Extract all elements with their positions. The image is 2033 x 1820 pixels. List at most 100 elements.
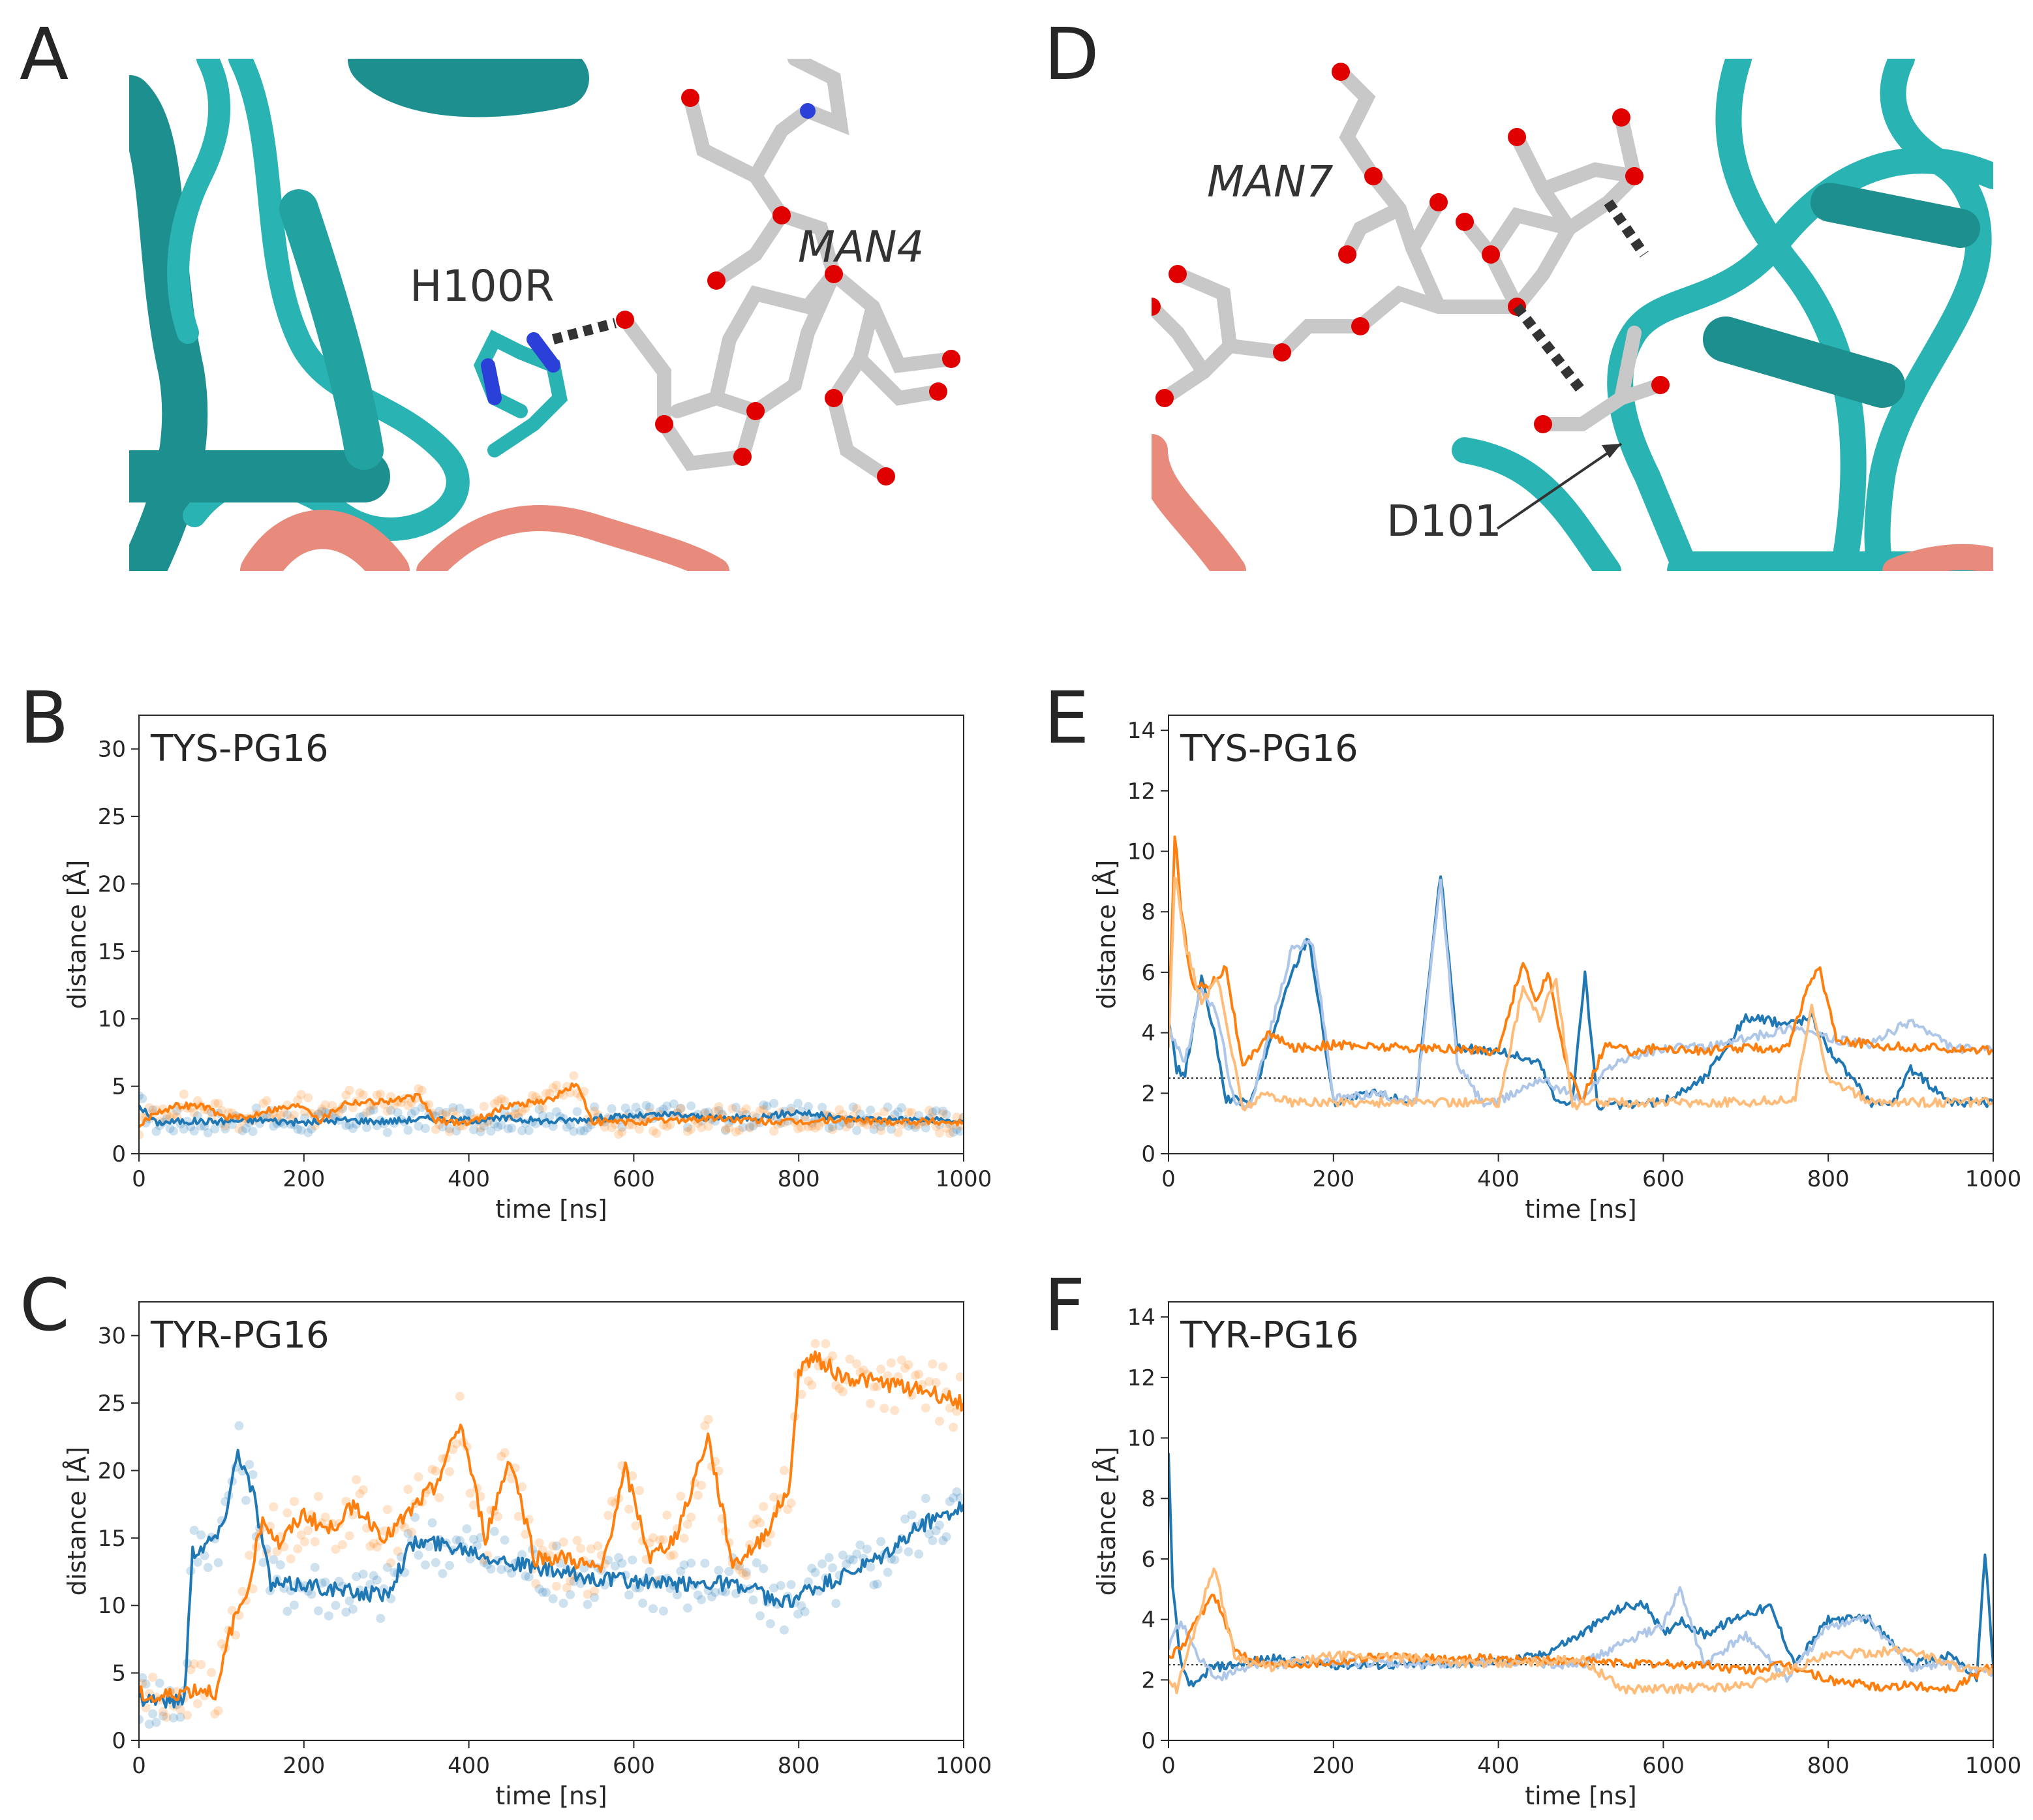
- scatter-point: [538, 1111, 547, 1120]
- scatter-point: [824, 1552, 834, 1562]
- scatter-point: [745, 1123, 755, 1133]
- scatter-point: [797, 1601, 806, 1611]
- scatter-point: [489, 1526, 499, 1536]
- scatter-point: [362, 1122, 372, 1132]
- scatter-point: [231, 1630, 241, 1640]
- series-line: [139, 1449, 964, 1709]
- scatter-point: [358, 1485, 368, 1495]
- scatter-point: [269, 1121, 279, 1131]
- scatter-point: [910, 1370, 920, 1380]
- scatter-point: [455, 1103, 465, 1113]
- scatter-point: [289, 1110, 299, 1120]
- scatter-point: [686, 1124, 696, 1134]
- scatter-point: [834, 1105, 844, 1115]
- scatter-point: [513, 1511, 523, 1521]
- scatter-point: [886, 1124, 896, 1134]
- scatter-point: [583, 1599, 592, 1609]
- scatter-point: [804, 1102, 814, 1111]
- scatter-point: [714, 1566, 724, 1575]
- scatter-point: [344, 1085, 354, 1095]
- y-tick-label: 10: [1127, 1426, 1155, 1452]
- scatter-point: [293, 1124, 303, 1134]
- scatter-point: [886, 1358, 896, 1368]
- scatter-point: [328, 1101, 337, 1111]
- x-tick-label: 600: [613, 1166, 655, 1192]
- scatter-point: [465, 1108, 475, 1118]
- scatter-point: [189, 1526, 199, 1535]
- series-line: [139, 1350, 964, 1703]
- scatter-point: [279, 1107, 289, 1117]
- scatter-point: [141, 1679, 151, 1689]
- y-tick-label: 25: [98, 1391, 126, 1417]
- scatter-point: [649, 1604, 658, 1614]
- scatter-point: [210, 1709, 220, 1719]
- x-tick-label: 0: [132, 1753, 146, 1779]
- scatter-point: [469, 1500, 479, 1510]
- scatter-point: [531, 1092, 541, 1102]
- scatter-point: [334, 1577, 344, 1586]
- scatter-point: [400, 1522, 410, 1532]
- scatter-point: [714, 1102, 724, 1112]
- scatter-point: [303, 1526, 313, 1535]
- scatter-point: [551, 1541, 561, 1551]
- scatter-point: [783, 1505, 793, 1515]
- y-tick-label: 4: [1141, 1021, 1155, 1047]
- scatter-point: [444, 1561, 454, 1571]
- scatter-point: [779, 1625, 789, 1635]
- scatter-point: [852, 1359, 862, 1368]
- scatter-point: [151, 1718, 161, 1727]
- scatter-point: [376, 1089, 386, 1099]
- scatter-point: [376, 1614, 386, 1624]
- scatter-point: [893, 1128, 903, 1137]
- scatter-point: [617, 1558, 627, 1568]
- scatter-point: [455, 1391, 465, 1401]
- scatter-point: [848, 1555, 858, 1565]
- axes-frame: [138, 1301, 964, 1741]
- scatter-point: [624, 1504, 634, 1514]
- scatter-point: [928, 1359, 938, 1369]
- scatter-point: [448, 1107, 458, 1117]
- sugar-label-man4: MAN4: [798, 222, 925, 272]
- x-tick-label: 600: [1642, 1753, 1685, 1779]
- scatter-point: [893, 1107, 903, 1117]
- scatter-point: [590, 1593, 600, 1603]
- scatter-point: [293, 1544, 303, 1554]
- scatter-point: [314, 1606, 324, 1616]
- scatter-point: [941, 1110, 951, 1120]
- y-tick-label: 30: [98, 737, 126, 763]
- scatter-point: [814, 1121, 823, 1131]
- scatter-point: [831, 1380, 841, 1390]
- scatter-point: [607, 1496, 617, 1506]
- scatter-point: [804, 1577, 814, 1587]
- scatter-point: [759, 1564, 769, 1573]
- scatter-point: [914, 1369, 924, 1379]
- scatter-point: [386, 1105, 396, 1115]
- scatter-point: [558, 1598, 568, 1608]
- scatter-point: [755, 1106, 765, 1116]
- scatter-point: [759, 1502, 769, 1511]
- y-tick-label: 20: [98, 1458, 126, 1484]
- scatter-point: [941, 1123, 951, 1133]
- scatter-point: [192, 1557, 202, 1567]
- scatter-point: [196, 1659, 206, 1669]
- scatter-point: [869, 1580, 879, 1590]
- scatter-point: [486, 1564, 496, 1574]
- scatter-point: [144, 1103, 154, 1113]
- scatter-point: [879, 1404, 889, 1413]
- scatter-point: [451, 1126, 461, 1136]
- scatter-point: [711, 1107, 720, 1117]
- series-line: [1169, 1594, 1993, 1693]
- scatter-point: [904, 1547, 913, 1556]
- scatter-point: [414, 1121, 423, 1131]
- scatter-point: [493, 1511, 503, 1521]
- scatter-point: [403, 1528, 413, 1538]
- scatter-point: [590, 1102, 600, 1112]
- scatter-point: [382, 1128, 392, 1137]
- scatter-point: [752, 1515, 761, 1524]
- scatter-point: [210, 1124, 220, 1134]
- scatter-point: [448, 1103, 458, 1113]
- scatter-point: [289, 1496, 299, 1506]
- scatter-point: [600, 1122, 609, 1132]
- scatter-point: [748, 1519, 758, 1529]
- scatter-point: [372, 1575, 382, 1585]
